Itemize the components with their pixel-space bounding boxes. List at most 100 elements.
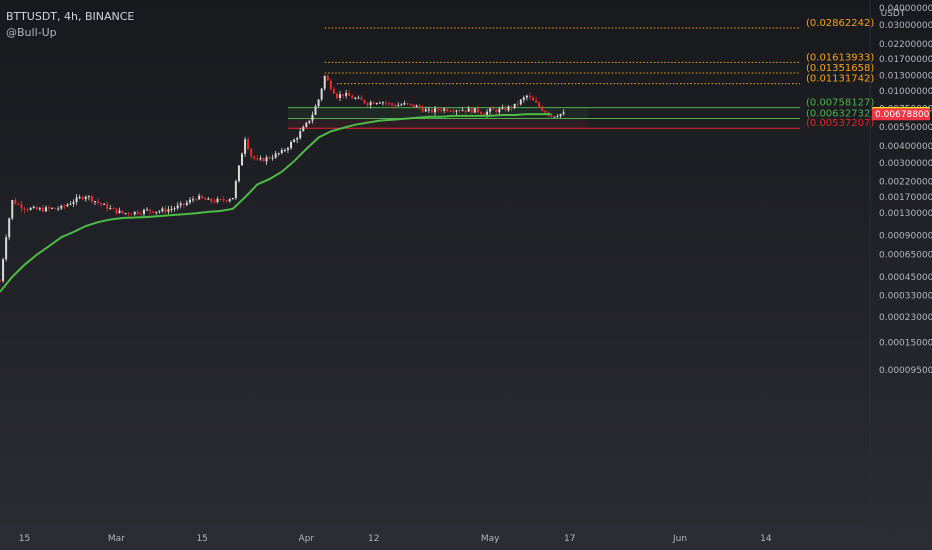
candle-body — [112, 208, 115, 210]
candle-body — [23, 208, 26, 210]
moving-average-line — [0, 113, 552, 293]
level-label: (0.00632732) — [806, 108, 874, 119]
author-line: @Bull-Up — [6, 25, 134, 41]
candle-body — [369, 102, 372, 106]
x-tick-label: 17 — [564, 534, 575, 544]
candle-body — [262, 158, 265, 162]
candle-body — [507, 106, 510, 111]
candle-body — [250, 148, 253, 157]
candle-body — [139, 213, 142, 215]
zone-red — [287, 118, 589, 129]
candle-body — [489, 108, 492, 112]
candle-body — [492, 108, 495, 110]
candle-body — [320, 88, 323, 100]
candle-body — [335, 93, 338, 99]
symbol-title[interactable]: BTTUSDT, 4h, BINANCE — [6, 10, 135, 23]
chart-header: BTTUSDT, 4h, BINANCE @Bull-Up — [6, 9, 134, 41]
candle-body — [247, 139, 250, 149]
candle-body — [479, 112, 482, 114]
candle-body — [277, 153, 280, 155]
author-name[interactable]: @Bull-Up — [6, 26, 57, 39]
candle-body — [237, 165, 240, 182]
candle-body — [308, 120, 311, 123]
candle-body — [20, 204, 23, 209]
candle-body — [51, 207, 54, 209]
candle-body — [121, 210, 124, 214]
candle-body — [302, 126, 305, 132]
candle-body — [354, 98, 357, 100]
candle-body — [268, 157, 271, 159]
candle-body — [253, 156, 256, 159]
candle-body — [219, 198, 222, 200]
levels-layer — [287, 27, 800, 129]
level-label: (0.00758127) — [806, 98, 874, 109]
candle-body — [106, 203, 109, 209]
level-label: (0.00537207) — [806, 118, 874, 129]
candle-body — [427, 109, 430, 111]
candle-body — [409, 103, 412, 105]
candle-body — [504, 107, 507, 111]
candle-body — [210, 198, 213, 202]
candle-body — [449, 111, 452, 113]
candle-body — [397, 104, 400, 107]
y-tick-label: 0.03000000 — [879, 21, 932, 31]
candle-body — [78, 196, 81, 198]
candle-body — [486, 111, 489, 116]
candle-body — [216, 198, 219, 203]
candle-body — [100, 202, 103, 205]
candle-body — [48, 207, 51, 209]
candle-body — [191, 199, 194, 201]
candle-body — [152, 211, 155, 213]
price-axis[interactable]: 0.04000000 0.03000000 0.02200000 0.01700000… — [879, 4, 932, 376]
candle-body — [60, 205, 63, 209]
candle-body — [473, 108, 476, 113]
y-tick-label: 0.00300000 — [879, 159, 932, 169]
candle-body — [280, 150, 283, 154]
candle-body — [274, 153, 277, 158]
candle-body — [0, 280, 1, 282]
candle-body — [339, 94, 342, 99]
ma-layer — [0, 113, 552, 293]
candle-body — [81, 196, 84, 200]
candle-body — [415, 105, 418, 108]
candle-body — [29, 207, 32, 210]
candle-body — [556, 116, 559, 118]
candle-body — [87, 196, 90, 198]
candle-body — [483, 113, 486, 116]
candle-body — [109, 208, 112, 210]
candle-body — [464, 110, 467, 112]
candle-body — [476, 108, 479, 113]
y-tick-label: 0.01000000 — [879, 87, 932, 97]
candle-body — [519, 99, 522, 105]
candle-body — [381, 102, 384, 104]
candle-body — [434, 108, 436, 113]
candle-body — [283, 150, 286, 152]
x-tick-label: May — [481, 534, 500, 544]
y-tick-label: 0.00015000 — [879, 339, 932, 349]
x-tick-label: Apr — [299, 534, 315, 544]
y-tick-label: 0.01300000 — [879, 71, 932, 81]
candle-body — [244, 139, 247, 154]
x-tick-label: 15 — [19, 534, 30, 544]
candle-body — [440, 110, 443, 112]
candle-body — [97, 201, 100, 203]
candle-body — [32, 206, 35, 208]
candle-body — [406, 103, 409, 105]
y-tick-label: 0.00400000 — [879, 142, 932, 152]
candle-body — [142, 209, 145, 214]
y-tick-label: 0.00220000 — [879, 178, 932, 188]
candle-body — [538, 102, 541, 107]
candle-body — [149, 209, 152, 212]
candle-body — [44, 207, 47, 212]
candle-body — [90, 196, 93, 202]
candle-body — [234, 181, 237, 198]
candle-body — [93, 201, 96, 203]
candle-body — [305, 122, 308, 127]
candle-body — [8, 218, 11, 238]
zones-layer — [287, 107, 589, 129]
candle-body — [452, 111, 455, 113]
time-axis[interactable]: 15 Mar 15 Apr 12 May 17 Jun 14 — [19, 534, 772, 544]
candle-body — [72, 201, 75, 204]
candle-body — [375, 103, 378, 105]
